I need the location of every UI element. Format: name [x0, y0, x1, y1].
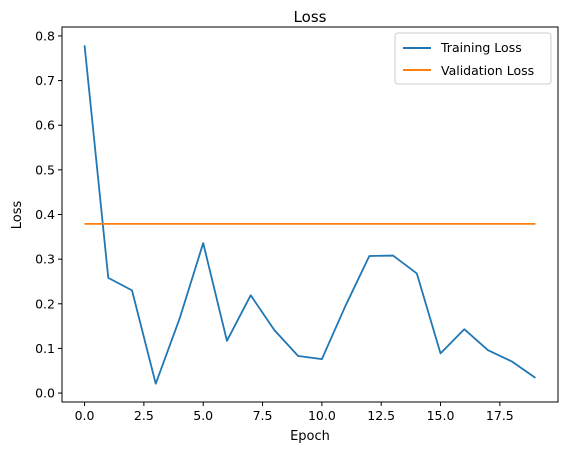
y-axis-label: Loss [10, 201, 25, 230]
y-tick-label: 0.5 [35, 162, 55, 177]
training-loss-line [83, 45, 536, 385]
legend-frame [394, 32, 552, 85]
y-tick-label: 0.6 [35, 118, 55, 133]
x-axis-label: Epoch [290, 429, 330, 444]
legend: Training Loss Validation Loss [394, 32, 552, 85]
y-tick-label: 0.3 [35, 252, 55, 267]
y-tick-label: 0.2 [35, 296, 55, 311]
chart-title: Loss [294, 8, 327, 26]
y-tick-label: 0.0 [35, 386, 55, 401]
x-tick-label: 5.0 [193, 408, 213, 423]
x-tick-label: 7.5 [253, 408, 273, 423]
x-tick-label: 10.0 [308, 408, 336, 423]
x-tick-label: 17.5 [486, 408, 514, 423]
y-tick-label: 0.1 [35, 341, 55, 356]
x-tick-label: 2.5 [134, 408, 154, 423]
x-tick-label: 15.0 [427, 408, 455, 423]
x-axis: 0.0 2.5 5.0 7.5 10.0 12.5 15.0 17.5 [75, 402, 514, 423]
legend-label-validation: Validation Loss [441, 63, 534, 78]
x-tick-label: 12.5 [367, 408, 395, 423]
legend-label-training: Training Loss [440, 40, 522, 55]
y-axis: 0.0 0.1 0.2 0.3 0.4 0.5 0.6 0.7 0.8 [35, 28, 62, 401]
y-tick-label: 0.8 [35, 28, 55, 43]
y-tick-label: 0.7 [35, 73, 55, 88]
x-tick-label: 0.0 [75, 408, 95, 423]
series-layer [83, 45, 536, 385]
y-tick-label: 0.4 [35, 207, 55, 222]
